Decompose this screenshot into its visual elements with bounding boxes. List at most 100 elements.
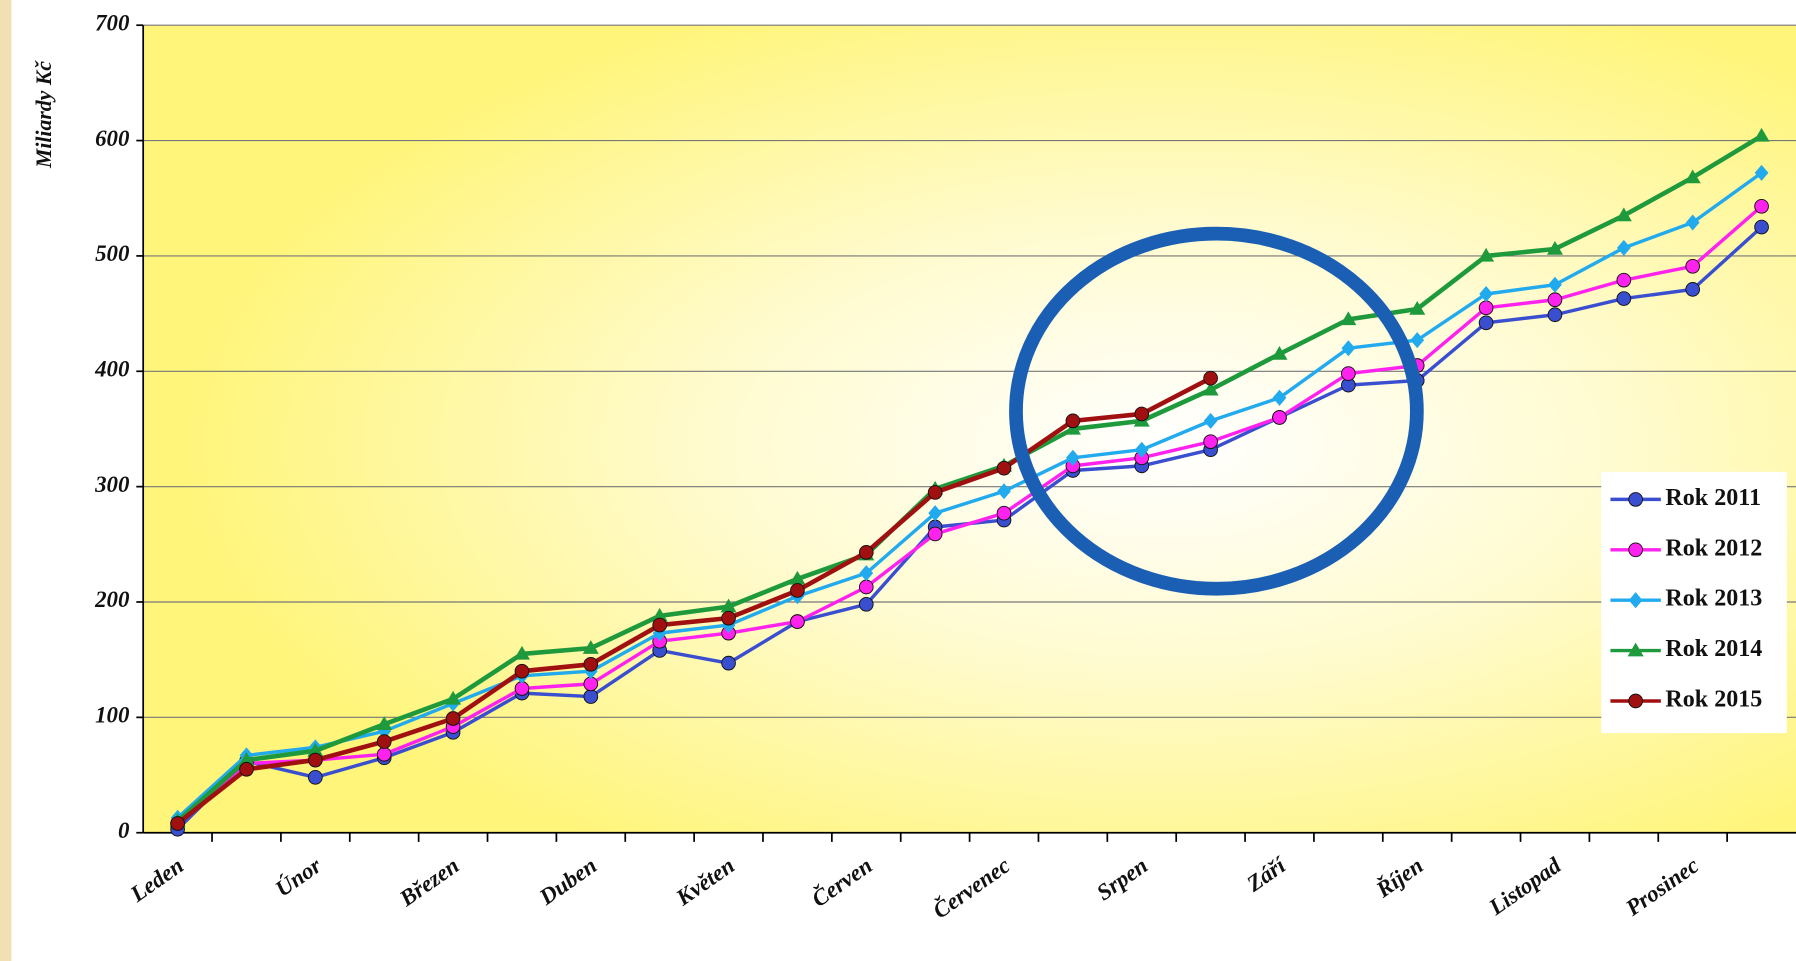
marker	[376, 716, 393, 731]
marker	[1478, 315, 1494, 331]
marker	[239, 761, 254, 777]
marker	[927, 526, 943, 542]
marker	[583, 656, 599, 672]
marker	[1684, 169, 1701, 184]
marker	[790, 583, 805, 598]
marker	[513, 645, 530, 660]
marker	[858, 545, 874, 560]
marker	[928, 505, 943, 522]
x-tick-label: Říjen	[1370, 852, 1427, 903]
marker	[1616, 272, 1632, 288]
x-tick-label: Únor	[270, 851, 326, 901]
marker	[1340, 311, 1357, 326]
y-tick-label: 100	[95, 703, 130, 728]
marker	[1134, 406, 1150, 422]
marker	[376, 734, 392, 749]
marker	[170, 816, 185, 831]
marker	[307, 742, 324, 757]
marker	[1627, 642, 1644, 657]
marker	[1410, 332, 1425, 349]
marker	[1203, 370, 1218, 386]
marker	[1685, 282, 1701, 297]
marker	[1685, 258, 1701, 274]
marker	[1478, 247, 1495, 262]
marker	[858, 579, 874, 595]
marker	[1616, 291, 1632, 306]
marker	[927, 485, 943, 500]
legend-label: Rok 2011	[1665, 485, 1761, 511]
marker	[238, 752, 255, 766]
y-tick-label: 200	[94, 587, 130, 612]
legend-label: Rok 2015	[1665, 687, 1762, 713]
marker	[1134, 441, 1149, 458]
marker	[858, 596, 874, 612]
series-line	[176, 205, 1763, 825]
x-tick-label: Květen	[671, 853, 739, 911]
marker	[1478, 300, 1494, 316]
marker	[790, 614, 805, 629]
marker	[376, 746, 392, 762]
marker	[1271, 345, 1288, 360]
x-tick-label: Duben	[534, 853, 601, 911]
marker	[1065, 413, 1081, 429]
marker	[997, 483, 1011, 500]
marker	[1202, 381, 1219, 396]
series-line	[176, 133, 1763, 823]
marker	[1754, 219, 1769, 235]
y-tick-label: 400	[94, 357, 130, 382]
x-tick-label: Červenec	[928, 852, 1015, 924]
marker	[1272, 410, 1287, 425]
marker	[651, 607, 668, 622]
marker	[1753, 127, 1770, 142]
page-edge	[0, 0, 12, 961]
marker	[720, 598, 737, 613]
y-axis-title: Miliardy Kč	[32, 60, 56, 169]
highlight-circle	[1009, 226, 1424, 596]
marker	[1066, 449, 1080, 466]
y-tick-label: 600	[95, 126, 130, 151]
plot-area	[143, 25, 1796, 833]
legend-label: Rok 2014	[1665, 636, 1762, 662]
x-tick-label: Září	[1241, 852, 1291, 897]
marker	[1409, 300, 1426, 315]
marker	[1341, 340, 1356, 357]
marker	[1546, 240, 1563, 255]
marker	[445, 690, 462, 705]
marker	[583, 689, 599, 704]
marker	[1203, 412, 1218, 429]
marker	[996, 505, 1012, 521]
series-line	[176, 376, 1212, 826]
legend-label: Rok 2013	[1665, 586, 1762, 612]
marker	[1628, 542, 1643, 558]
legend-label: Rok 2012	[1665, 535, 1762, 561]
marker	[1272, 389, 1287, 406]
marker	[1754, 198, 1769, 214]
marker	[1685, 214, 1700, 231]
series-line	[176, 171, 1763, 819]
marker	[1341, 366, 1356, 381]
marker	[514, 663, 530, 679]
x-tick-label: Prosinec	[1620, 853, 1703, 921]
x-tick-label: Srpen	[1092, 853, 1152, 906]
marker	[1628, 492, 1643, 507]
marker	[652, 617, 668, 633]
marker	[1754, 164, 1769, 181]
marker	[721, 655, 736, 671]
x-tick-label: Březen	[394, 853, 463, 912]
marker	[789, 570, 806, 585]
x-tick-label: Červen	[807, 852, 877, 912]
x-tick-label: Leden	[125, 853, 188, 908]
x-tick-label: Listopad	[1484, 852, 1566, 920]
marker	[1615, 207, 1632, 222]
marker	[1203, 434, 1218, 449]
marker	[721, 610, 736, 626]
marker	[308, 752, 323, 768]
marker	[308, 770, 323, 785]
y-tick-label: 500	[95, 241, 130, 266]
y-tick-label: 300	[94, 472, 130, 497]
marker	[1547, 292, 1563, 308]
marker	[445, 711, 461, 726]
marker	[996, 460, 1012, 476]
